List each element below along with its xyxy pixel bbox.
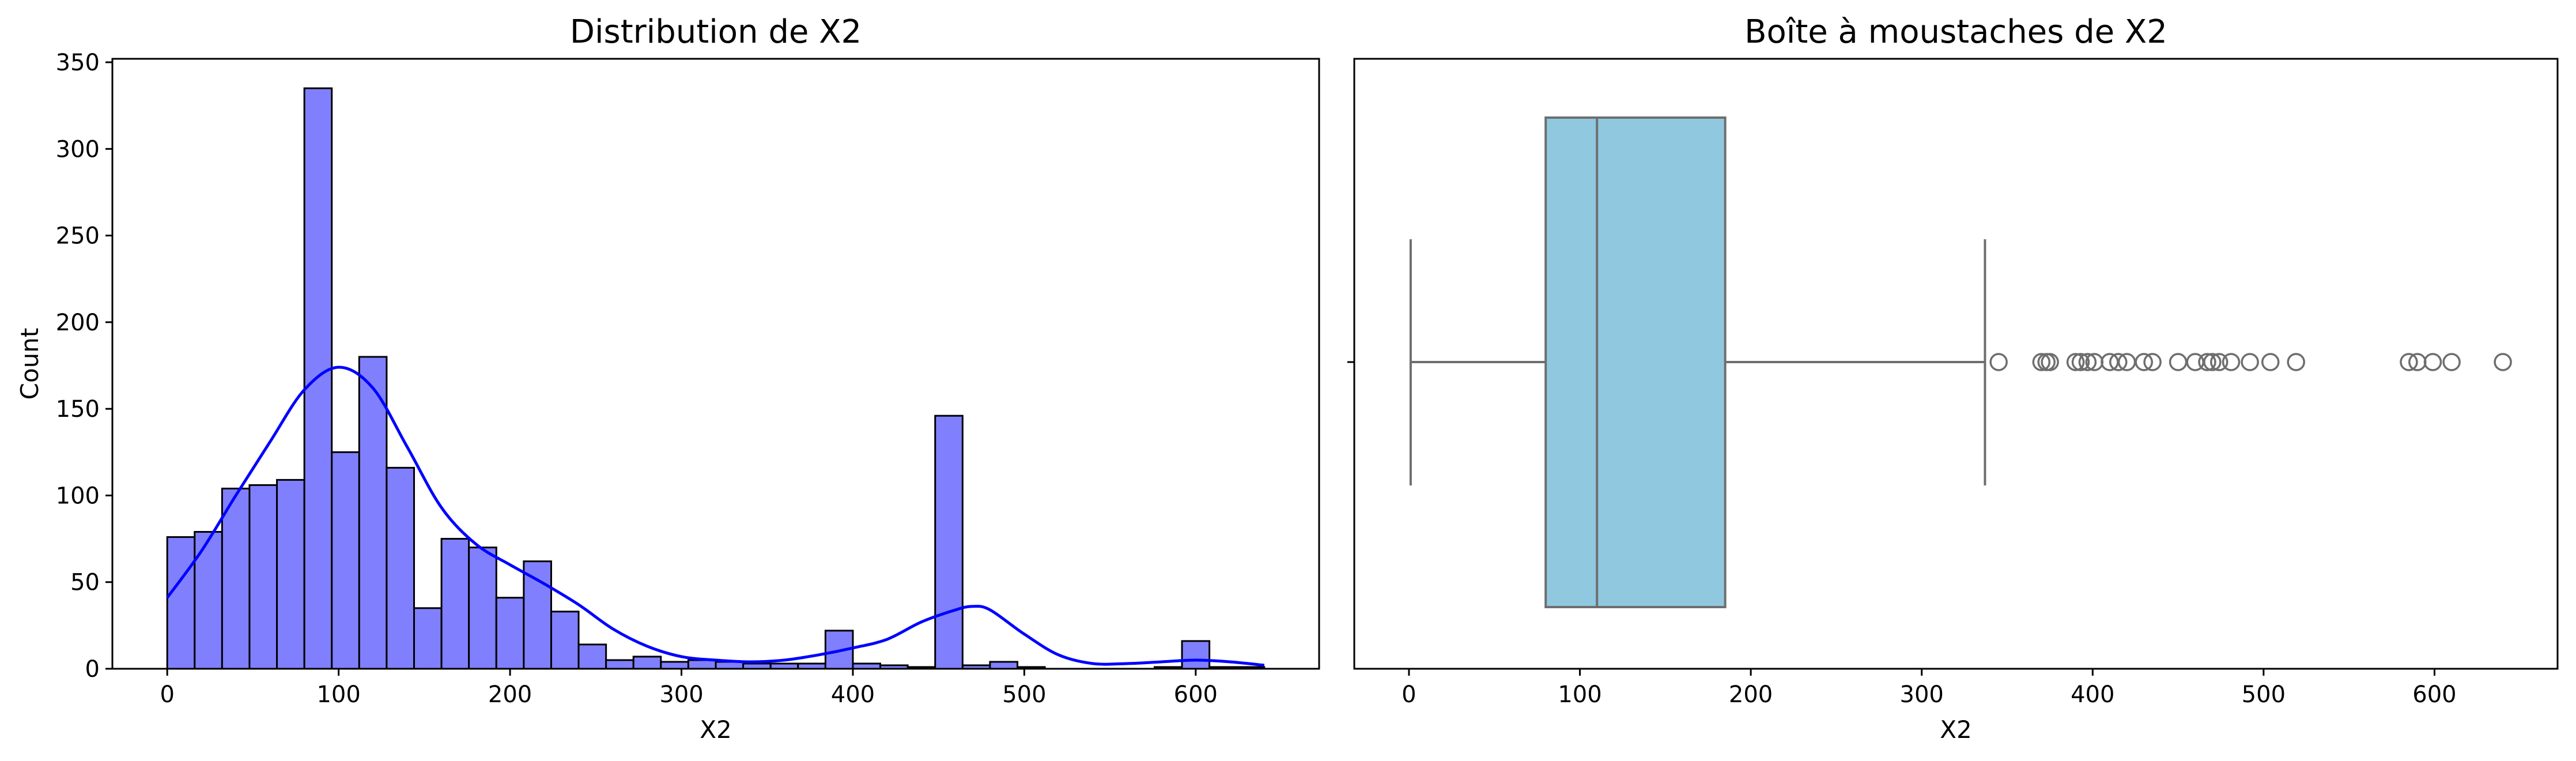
outlier-point: [2109, 353, 2128, 371]
histogram-y-tick-label: 200: [56, 310, 100, 336]
histogram-bar: [1181, 640, 1211, 670]
histogram-bar: [577, 643, 607, 670]
histogram-bar: [303, 87, 333, 670]
histogram-y-tick-label: 350: [56, 50, 100, 76]
boxplot-x-tick-label: 500: [2242, 681, 2286, 708]
histogram-bar: [440, 538, 470, 670]
boxplot-marks: [1409, 116, 2512, 608]
histogram-plot-frame: [111, 58, 1320, 670]
outlier-point: [2078, 353, 2097, 371]
histogram-y-axis-label: Count: [16, 328, 44, 400]
histogram-bar: [632, 655, 662, 670]
outlier-point: [2135, 353, 2153, 371]
histogram-y-tick-label: 150: [56, 396, 100, 423]
boxplot-x-tick-label: 600: [2412, 681, 2456, 708]
boxplot-title: Boîte à moustaches de X2: [1744, 13, 2167, 51]
outlier-point: [2261, 353, 2280, 371]
histogram-bar: [331, 451, 360, 670]
outlier-point: [2222, 353, 2241, 371]
histogram-y-tick-label: 100: [56, 483, 100, 509]
histogram-bar: [413, 607, 443, 670]
histogram-x-tick-label: 100: [316, 681, 360, 708]
histogram-y-tick-label: 0: [85, 656, 100, 683]
histogram-y-tick-label: 300: [56, 136, 100, 163]
histogram-x-ticks: 0 100 200 300 400 500 600: [160, 669, 1218, 708]
histogram-bar: [194, 531, 223, 670]
histogram-y-tick-label: 50: [70, 570, 100, 596]
histogram-panel: Distribution de X2 0 100 200 300 400 500 600 0…: [16, 13, 1320, 744]
boxplot-plot-frame: [1353, 58, 2559, 670]
histogram-bar: [221, 487, 251, 670]
histogram-x-tick-label: 200: [488, 681, 532, 708]
outlier-point: [2400, 353, 2418, 371]
outlier-point: [2423, 353, 2442, 371]
histogram-bar: [495, 597, 525, 670]
histogram-x-tick-label: 600: [1174, 681, 1218, 708]
histogram-bar: [166, 536, 196, 670]
outlier-point: [2494, 353, 2512, 371]
histogram-x-tick-label: 400: [831, 681, 875, 708]
outlier-point: [2203, 353, 2222, 371]
histogram-y-tick-label: 250: [56, 223, 100, 250]
histogram-bar: [605, 659, 634, 670]
histogram-bar: [358, 356, 388, 670]
histogram-y-ticks: 0 50 100 150 200 250 300 350: [56, 50, 112, 683]
boxplot-x-tick-label: 200: [1729, 681, 1773, 708]
outlier-point: [2041, 353, 2059, 371]
histogram-bar: [660, 661, 689, 670]
outlier-point: [2032, 353, 2051, 371]
histogram-bar: [523, 560, 552, 670]
histogram-bar: [687, 659, 717, 670]
outlier-point: [2169, 353, 2188, 371]
histogram-bar: [989, 661, 1018, 670]
histogram-x-tick-label: 500: [1002, 681, 1046, 708]
outlier-point: [2287, 353, 2305, 371]
outlier-point: [2066, 353, 2085, 371]
boxplot-x-ticks: 0 100 200 300 400 500 600: [1402, 669, 2457, 708]
histogram-x-tick-label: 300: [659, 681, 703, 708]
outlier-point: [2198, 353, 2216, 371]
histogram-bar: [468, 547, 497, 670]
boxplot-x-axis-label: X2: [1940, 715, 1972, 744]
histogram-title: Distribution de X2: [570, 13, 862, 51]
histogram-bar: [934, 415, 964, 670]
histogram-bar: [276, 479, 305, 670]
histogram-x-tick-label: 0: [160, 681, 174, 708]
histogram-x-axis-label: X2: [700, 715, 732, 744]
histogram-bar: [550, 611, 580, 670]
outlier-point: [2071, 353, 2090, 371]
boxplot-x-tick-label: 0: [1402, 681, 1416, 708]
boxplot-panel: Boîte à moustaches de X2 0 100 200 300 400 50…: [1347, 13, 2559, 744]
outlier-point: [2143, 353, 2162, 371]
outlier-point: [2442, 353, 2461, 371]
outlier-point: [2241, 353, 2259, 371]
histogram-bar: [248, 484, 278, 670]
outlier-point: [2210, 353, 2228, 371]
histogram-bar: [386, 466, 416, 670]
outlier-point: [1989, 353, 2008, 371]
boxplot-x-tick-label: 400: [2071, 681, 2114, 708]
histogram-bars: [166, 87, 1266, 670]
kde-curve: [166, 366, 1265, 667]
boxplot-x-tick-label: 300: [1900, 681, 1944, 708]
boxplot-x-tick-label: 100: [1558, 681, 1601, 708]
interquartile-box: [1544, 116, 1727, 608]
